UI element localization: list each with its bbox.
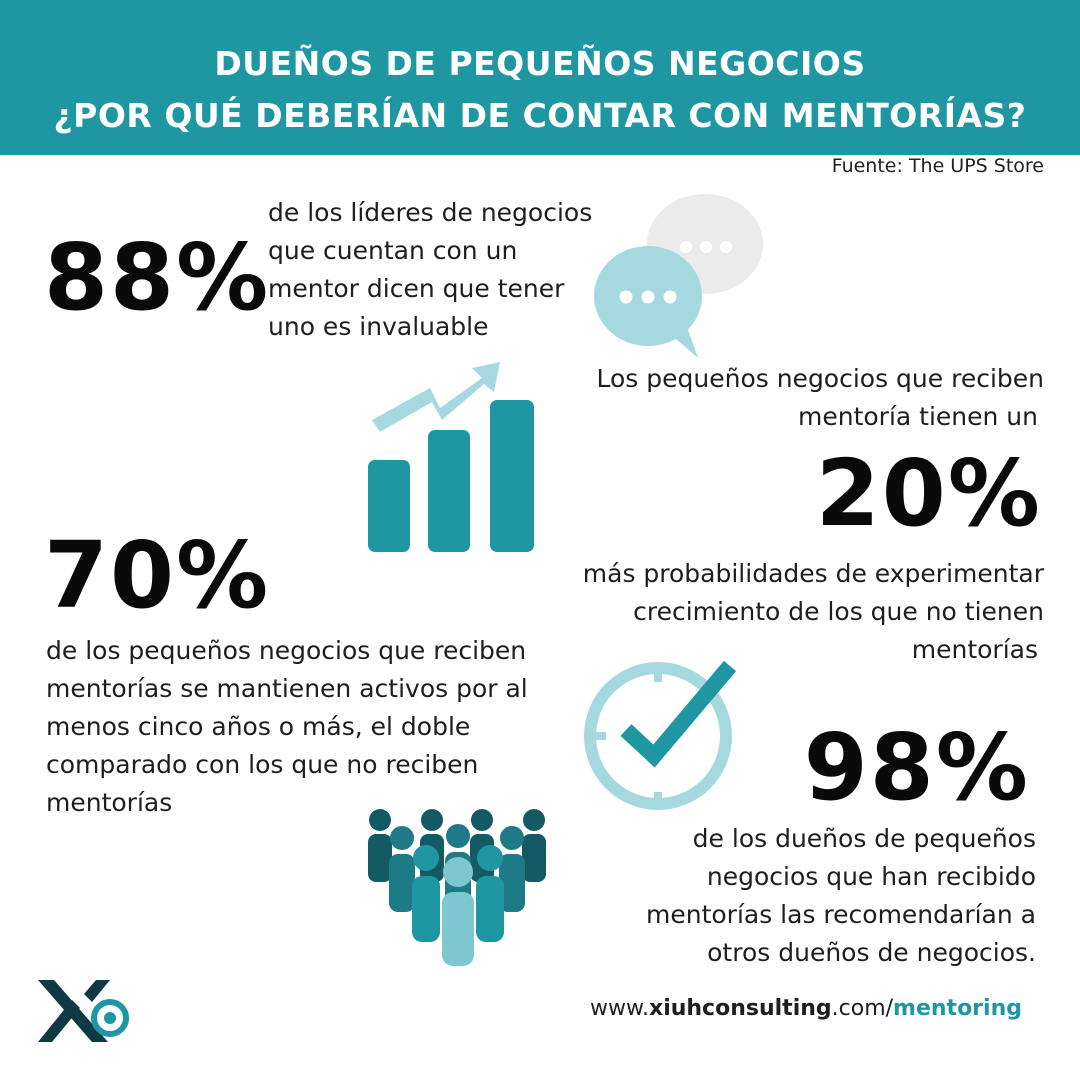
stat-98-line: negocios que han recibido — [706, 862, 1036, 891]
footer-url-link[interactable]: www.xiuhconsulting.com/mentoring — [590, 996, 1022, 1021]
clock-check-icon — [584, 660, 737, 810]
stat-20-intro-line: Los pequeños negocios que reciben — [596, 364, 1045, 393]
title-line-2: ¿POR QUÉ DEBERÍAN DE CONTAR CON MENTORÍA… — [53, 96, 1027, 135]
stat-20-text: más probabilidades de experimentar creci… — [583, 555, 1044, 669]
stat-70-line: mentorías — [46, 788, 173, 817]
logo-icon — [38, 980, 129, 1042]
title-line-1: DUEÑOS DE PEQUEÑOS NEGOCIOS — [214, 44, 866, 83]
stat-88-line: que cuentan con un — [268, 236, 518, 265]
stat-70-text: de los pequeños negocios que reciben men… — [46, 632, 528, 822]
stat-88-value: 88% — [44, 224, 271, 331]
stat-88-line: de los líderes de negocios — [268, 198, 593, 227]
stat-88-text: de los líderes de negocios que cuentan c… — [268, 194, 592, 346]
stat-70-line: comparado con los que no reciben — [46, 750, 479, 779]
url-path: mentoring — [893, 996, 1022, 1021]
url-domain: xiuhconsulting — [649, 996, 832, 1021]
stat-70-line: menos cinco años o más, el doble — [46, 712, 471, 741]
stat-98-text: de los dueños de pequeños negocios que h… — [646, 820, 1036, 972]
stat-98-line: mentorías las recomendarían a — [645, 900, 1036, 929]
chat-bubbles-icon — [594, 194, 763, 358]
stat-20-intro: Los pequeños negocios que reciben mentor… — [597, 360, 1045, 436]
stat-20-line: más probabilidades de experimentar — [582, 559, 1044, 588]
stat-20-line: mentorías — [911, 635, 1038, 664]
url-prefix: www. — [590, 996, 649, 1021]
stat-88-line: mentor dicen que tener — [268, 274, 565, 303]
stat-70-value: 70% — [44, 522, 271, 629]
stat-20-line: crecimiento de los que no tienen — [633, 597, 1044, 626]
stat-20-value: 20% — [815, 440, 1042, 547]
stat-70-line: mentorías se mantienen activos por al — [46, 674, 528, 703]
growth-chart-icon — [368, 362, 534, 552]
header-banner — [0, 0, 1080, 155]
stat-98-line: otros dueños de negocios. — [707, 938, 1036, 967]
stat-20-intro-line: mentoría tienen un — [797, 402, 1038, 431]
stat-98-line: de los dueños de pequeños — [692, 824, 1036, 853]
stat-88-line: uno es invaluable — [268, 312, 489, 341]
stat-98-value: 98% — [803, 714, 1030, 821]
people-group-icon — [368, 809, 546, 966]
url-mid: .com/ — [831, 996, 894, 1021]
stat-70-line: de los pequeños negocios que reciben — [46, 636, 527, 665]
source-note: Fuente: The UPS Store — [831, 155, 1044, 177]
